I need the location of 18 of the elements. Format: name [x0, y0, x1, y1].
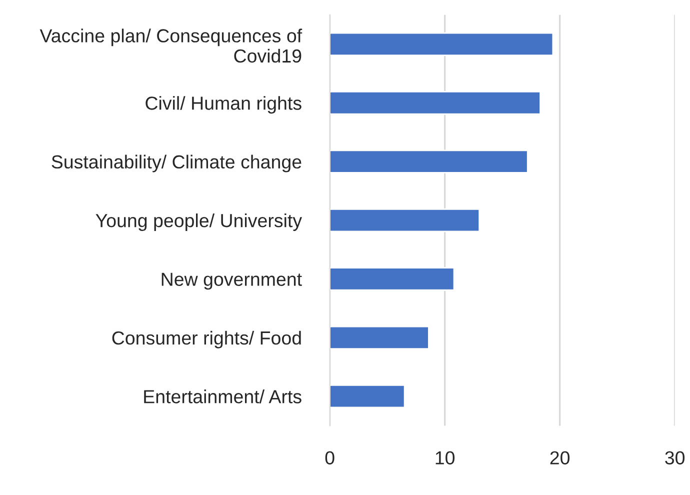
x-tick-label: 20 [550, 451, 570, 464]
bar [330, 150, 528, 174]
bar [330, 32, 554, 56]
y-tick-label: New government [162, 272, 302, 290]
bar [330, 384, 406, 408]
bar [330, 208, 480, 232]
bar [330, 91, 541, 115]
x-tick-label: 10 [436, 451, 455, 464]
y-tick-label: Entertainment/ Arts [144, 390, 302, 404]
y-tick-label: Young people/ University [96, 213, 302, 231]
y-tick-label: Sustainability/ Climate change [52, 154, 302, 172]
y-tick-label: Civil/ Human rights [146, 96, 302, 114]
y-tick-label: Consumer rights/ Food [112, 330, 301, 348]
x-tick-label: 0 [325, 451, 334, 464]
bar [330, 326, 430, 350]
y-tick-label: Vaccine plan/ Consequences of Covid19 [40, 28, 302, 63]
bar [330, 267, 455, 291]
x-tick-label: 30 [665, 451, 685, 464]
